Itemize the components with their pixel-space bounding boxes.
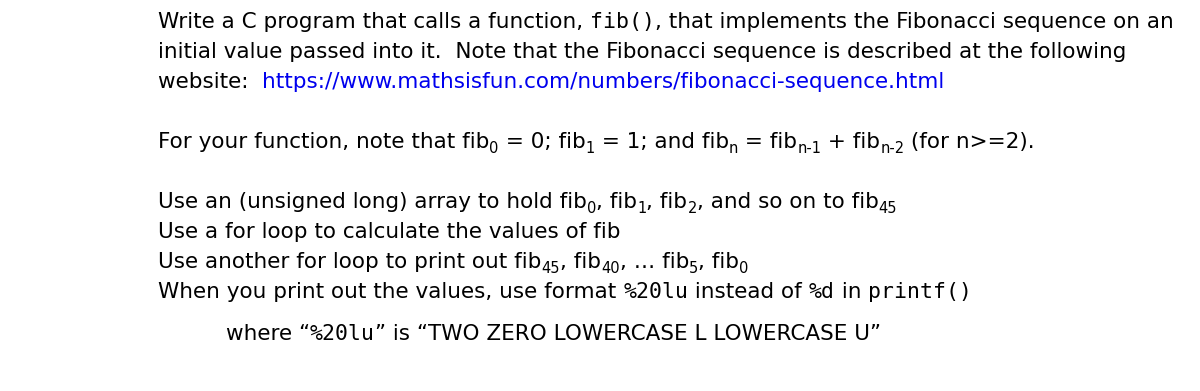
Text: n: n (728, 141, 738, 156)
Text: fib(): fib() (590, 12, 655, 32)
Text: 1: 1 (586, 141, 595, 156)
Text: , fib: , fib (596, 192, 637, 212)
Text: 0: 0 (490, 141, 499, 156)
Text: 1: 1 (637, 201, 647, 216)
Text: = 0; fib: = 0; fib (499, 132, 586, 152)
Text: = 1; and fib: = 1; and fib (595, 132, 728, 152)
Text: website:: website: (158, 72, 263, 92)
Text: instead of: instead of (688, 282, 809, 302)
Text: , fib: , fib (560, 252, 601, 272)
Text: Write a C program that calls a function,: Write a C program that calls a function, (158, 12, 590, 32)
Text: Use an (unsigned long) array to hold fib: Use an (unsigned long) array to hold fib (158, 192, 587, 212)
Text: ” is “TWO ZERO LOWERCASE L LOWERCASE U”: ” is “TWO ZERO LOWERCASE L LOWERCASE U” (376, 324, 881, 344)
Text: Use a for loop to calculate the values of fib: Use a for loop to calculate the values o… (158, 222, 620, 242)
Text: 0: 0 (739, 261, 749, 276)
Text: + fib: + fib (821, 132, 881, 152)
Text: 45: 45 (541, 261, 560, 276)
Text: initial value passed into it.  Note that the Fibonacci sequence is described at : initial value passed into it. Note that … (158, 42, 1127, 62)
Text: Use another for loop to print out fib: Use another for loop to print out fib (158, 252, 541, 272)
Text: , … fib: , … fib (619, 252, 689, 272)
Text: When you print out the values, use format: When you print out the values, use forma… (158, 282, 623, 302)
Text: 40: 40 (601, 261, 619, 276)
Text: 5: 5 (689, 261, 698, 276)
Text: %20lu: %20lu (623, 282, 688, 302)
Text: = fib: = fib (738, 132, 797, 152)
Text: , fib: , fib (647, 192, 688, 212)
Text: , and so on to fib: , and so on to fib (697, 192, 878, 212)
Text: 0: 0 (587, 201, 596, 216)
Text: 45: 45 (878, 201, 898, 216)
Text: For your function, note that fib: For your function, note that fib (158, 132, 490, 152)
Text: , that implements the Fibonacci sequence on an: , that implements the Fibonacci sequence… (655, 12, 1174, 32)
Text: n-2: n-2 (881, 141, 905, 156)
Text: https://www.mathsisfun.com/numbers/fibonacci-sequence.html: https://www.mathsisfun.com/numbers/fibon… (263, 72, 944, 92)
Text: (for n>=2).: (for n>=2). (905, 132, 1034, 152)
Text: , fib: , fib (698, 252, 739, 272)
Text: n-1: n-1 (797, 141, 821, 156)
Text: printf(): printf() (868, 282, 972, 302)
Text: 2: 2 (688, 201, 697, 216)
Text: %d: %d (809, 282, 835, 302)
Text: in: in (835, 282, 868, 302)
Text: where “: where “ (226, 324, 310, 344)
Text: %20lu: %20lu (310, 324, 376, 344)
